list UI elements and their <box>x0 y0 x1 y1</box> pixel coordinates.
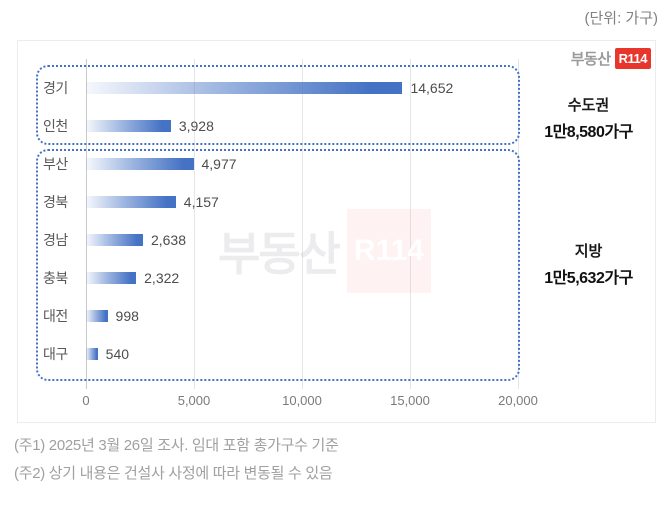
capital-area-title: 수도권 <box>567 97 610 114</box>
bar-track: 14,652 <box>86 80 518 96</box>
category-label: 경기 <box>43 80 68 96</box>
gridline-5000 <box>194 59 195 389</box>
value-label: 3,928 <box>178 118 214 134</box>
logo-text: 부동산 <box>570 51 611 68</box>
bar-track: 4,977 <box>86 156 518 172</box>
bar-row-gyeongbuk: 경북 4,157 <box>18 183 528 221</box>
logo-badge: R114 <box>614 48 651 69</box>
bar <box>86 196 176 208</box>
bar-track: 4,157 <box>86 194 518 210</box>
x-tick-0: 0 <box>82 393 90 408</box>
x-tick-15000: 15,000 <box>390 393 430 408</box>
unit-label: (단위: 가구) <box>584 10 658 27</box>
value-label: 2,322 <box>144 270 180 286</box>
bar <box>86 158 194 170</box>
bar-row-daegu: 대구 540 <box>18 335 528 373</box>
x-tick-10000: 10,000 <box>282 393 322 408</box>
bar-track: 2,322 <box>86 270 518 286</box>
category-label: 경남 <box>43 232 68 248</box>
value-label: 4,157 <box>183 194 219 210</box>
footnote-1: (주1) 2025년 3월 26일 조사. 임대 포함 총가구수 기준 <box>14 437 339 454</box>
value-label: 2,638 <box>150 232 187 248</box>
value-label: 14,652 <box>410 80 454 96</box>
footnote-2: (주2) 상기 내용은 건설사 사정에 따라 변동될 수 있음 <box>14 465 333 482</box>
regional-total: 1만5,632가구 <box>544 270 633 287</box>
bar <box>86 348 98 360</box>
regional-title: 지방 <box>574 243 603 260</box>
value-label: 540 <box>105 346 130 362</box>
category-label: 부산 <box>43 156 68 172</box>
bar <box>86 120 171 132</box>
bar <box>86 234 143 246</box>
capital-area-summary: 수도권 1만8,580가구 <box>521 93 656 147</box>
category-label: 대전 <box>43 308 68 324</box>
bar-row-gyeongnam: 경남 2,638 <box>18 221 528 259</box>
footnotes: (주1) 2025년 3월 26일 조사. 임대 포함 총가구수 기준 (주2)… <box>14 432 339 488</box>
gridline-15000 <box>410 59 411 389</box>
bar-row-chungbuk: 충북 2,322 <box>18 259 528 297</box>
category-label: 대구 <box>43 346 68 362</box>
chart-panel: 부동산 R114 부동산 R114 경기 14,652 인천 <box>17 40 656 423</box>
group-box-regional <box>36 149 520 381</box>
bar-row-incheon: 인천 3,928 <box>18 107 528 145</box>
group-box-capital <box>36 65 520 145</box>
bar-row-daejeon: 대전 998 <box>18 297 528 335</box>
category-label: 충북 <box>43 270 68 286</box>
gridline-0 <box>86 59 87 389</box>
regional-summary: 지방 1만5,632가구 <box>521 239 656 293</box>
category-label: 인천 <box>43 118 68 134</box>
bar-track: 998 <box>86 308 518 324</box>
capital-area-total: 1만8,580가구 <box>544 124 633 141</box>
bar-track: 2,638 <box>86 232 518 248</box>
x-tick-20000: 20,000 <box>498 393 538 408</box>
value-label: 998 <box>115 308 139 324</box>
r114-logo: 부동산 R114 <box>571 48 651 69</box>
bar <box>86 310 108 322</box>
bar-row-gyeonggi: 경기 14,652 <box>18 69 528 107</box>
bar-track: 540 <box>86 346 518 362</box>
bar-row-busan: 부산 4,977 <box>18 145 528 183</box>
bar <box>86 272 137 284</box>
x-tick-5000: 5,000 <box>177 393 211 408</box>
bar <box>86 82 403 94</box>
gridline-10000 <box>302 59 303 389</box>
value-label: 4,977 <box>201 156 237 172</box>
category-label: 경북 <box>43 194 68 210</box>
bar-track: 3,928 <box>86 118 518 134</box>
